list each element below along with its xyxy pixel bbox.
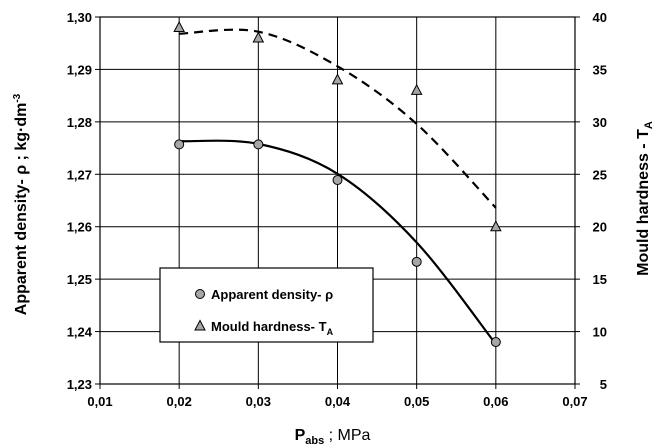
y-left-tick-label: 1,28 xyxy=(67,115,92,130)
legend-label-hardness: Mould hardness- TA xyxy=(211,319,334,337)
y-right-tick-label: 5 xyxy=(600,377,607,392)
legend-label-density: Apparent density- ρ xyxy=(211,287,333,302)
x-tick-label: 0,05 xyxy=(404,394,429,409)
x-tick-label: 0,03 xyxy=(246,394,271,409)
trendlines xyxy=(179,28,497,345)
density-point xyxy=(490,337,501,348)
y-right-tick-label: 10 xyxy=(593,325,607,340)
y-left-tick-label: 1,26 xyxy=(67,220,92,235)
legend-hardness-marker xyxy=(194,319,206,331)
hardness-point xyxy=(331,73,344,85)
hardness-point xyxy=(173,20,185,32)
x-axis-title: Pabs ; MPa xyxy=(295,427,371,447)
y-right-tick-label: 15 xyxy=(593,272,607,287)
hardness-point xyxy=(490,220,502,232)
tick-labels: 0,01 0,02 0,03 0,04 0,05 0,06 0,07 1,23 5 1,24 10 1… xyxy=(67,10,607,409)
density-point xyxy=(411,256,422,267)
y-right-tick-label: 20 xyxy=(593,220,607,235)
y-left-tick-label: 1,24 xyxy=(67,325,93,340)
y-left-tick-label: 1,30 xyxy=(67,10,92,25)
y-right-axis-title: Mould hardness - TA xyxy=(635,121,655,276)
trendline-density xyxy=(179,139,497,345)
density-point xyxy=(332,175,343,186)
legend-box xyxy=(159,267,374,343)
y-left-tick-label: 1,23 xyxy=(67,377,92,392)
y-right-tick-label: 25 xyxy=(593,167,607,182)
y-left-tick-label: 1,27 xyxy=(67,167,92,182)
density-point xyxy=(253,139,264,150)
legend-density-marker xyxy=(195,289,205,299)
y-right-tick-label: 40 xyxy=(593,10,607,25)
data-markers xyxy=(173,20,502,348)
y-left-axis-title: Apparent density- ρ ; kg·dm-3 xyxy=(12,93,30,315)
y-left-tick-label: 1,25 xyxy=(67,272,92,287)
x-tick-label: 0,07 xyxy=(562,394,587,409)
x-tick-label: 0,06 xyxy=(483,394,508,409)
x-tick-label: 0,02 xyxy=(167,394,192,409)
plot-frame xyxy=(99,16,576,385)
trendline-hardness xyxy=(179,28,497,209)
y-left-tick-label: 1,29 xyxy=(67,62,92,77)
y-right-tick-label: 35 xyxy=(593,62,607,77)
hardness-point xyxy=(252,31,265,43)
x-tick-label: 0,01 xyxy=(87,394,112,409)
legend: Apparent density- ρ Mould hardness- TA xyxy=(159,267,374,343)
y-right-tick-label: 30 xyxy=(593,115,607,130)
x-tick-label: 0,04 xyxy=(325,394,351,409)
density-point xyxy=(174,139,185,150)
axis-titles: Pabs ; MPa Apparent density- ρ ; kg·dm-3 M… xyxy=(12,93,655,447)
hardness-point xyxy=(410,83,423,95)
